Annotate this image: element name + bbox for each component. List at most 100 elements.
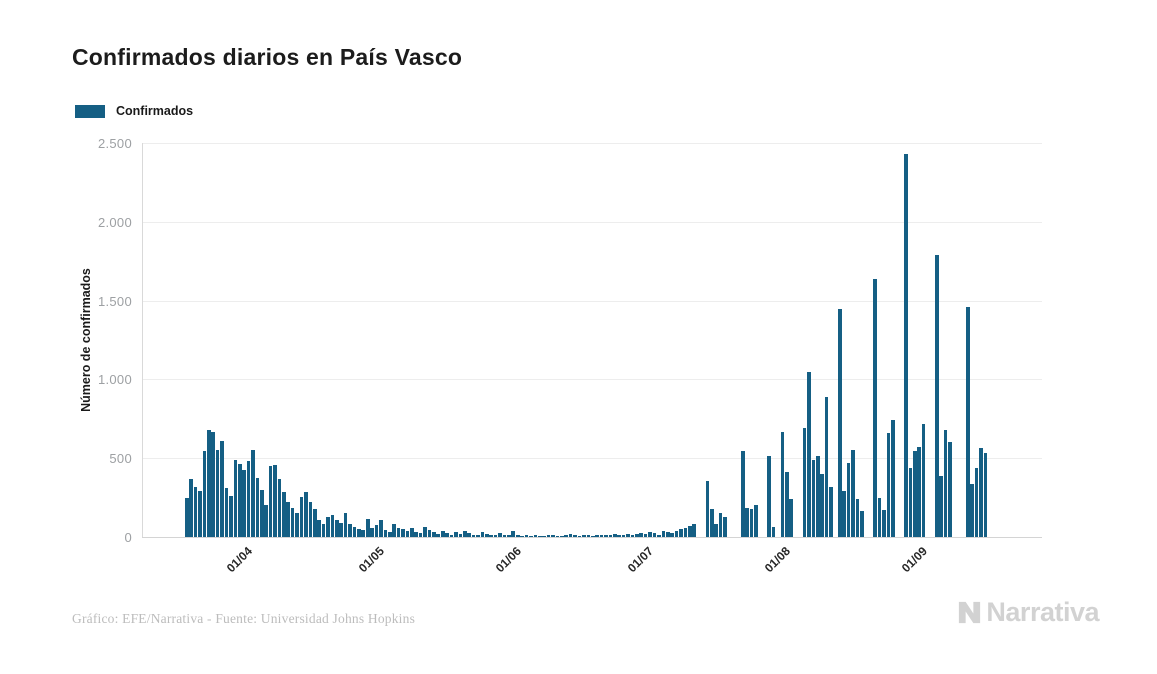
bar (485, 533, 489, 537)
bar (846, 462, 851, 537)
bar (604, 534, 608, 537)
bar (357, 529, 361, 537)
bar (449, 534, 454, 537)
bar (207, 429, 211, 537)
bar (608, 535, 613, 537)
bar (983, 452, 988, 537)
bar (224, 488, 229, 537)
bar (308, 501, 313, 537)
bar (370, 527, 374, 537)
bar (661, 531, 666, 537)
bar (507, 535, 511, 537)
bar (498, 533, 502, 537)
narrativa-logo-text: Narrativa (986, 597, 1099, 627)
bar (529, 536, 533, 537)
bar (683, 527, 688, 537)
gridline (142, 379, 1042, 381)
bar (401, 529, 405, 537)
bar (467, 533, 471, 537)
bar (321, 524, 326, 537)
bar (295, 512, 299, 537)
bar (851, 449, 855, 537)
bar (829, 486, 833, 537)
bar (599, 535, 604, 537)
bar (617, 534, 621, 537)
bar (273, 465, 277, 537)
bar (542, 536, 546, 537)
bar (383, 529, 388, 537)
bar (546, 535, 551, 537)
bar (674, 530, 679, 537)
bar (480, 532, 485, 537)
bar (339, 522, 344, 537)
bar (365, 518, 370, 537)
bar (921, 423, 926, 537)
bar (785, 472, 789, 537)
bar (211, 432, 216, 537)
bar (458, 533, 463, 537)
bar (842, 490, 846, 537)
bar (780, 432, 785, 537)
bar (454, 532, 458, 537)
bar (260, 489, 264, 537)
bar (740, 451, 745, 537)
y-axis-tick-label: 500 (109, 451, 132, 467)
bar (515, 534, 520, 537)
y-axis-tick-label: 1.500 (97, 293, 132, 309)
y-axis-tick-label: 0 (124, 530, 132, 545)
bar (564, 535, 569, 537)
x-axis-tick-label: 01/04 (223, 544, 255, 576)
x-axis-tick-label: 01/08 (761, 544, 793, 576)
legend-label: Confirmados (116, 104, 194, 118)
bar (595, 535, 599, 537)
bar (582, 534, 586, 537)
bar (520, 535, 524, 537)
bar (189, 479, 194, 537)
bar (652, 533, 657, 537)
bar (687, 525, 692, 537)
bar (427, 529, 432, 537)
bar (573, 535, 577, 537)
bar (820, 473, 824, 537)
bar (471, 534, 476, 537)
bar (612, 534, 617, 537)
bar (374, 525, 379, 537)
x-axis-tick-label: 01/06 (492, 544, 524, 576)
gridline (142, 143, 1042, 144)
bar (586, 535, 591, 537)
y-axis-tick-label: 2.500 (97, 136, 132, 151)
narrativa-logo: Narrativa (956, 597, 1099, 628)
bar (198, 490, 202, 537)
source-credit: Gráfico: EFE/Narrativa - Fuente: Univers… (72, 611, 416, 626)
bar (361, 529, 366, 537)
bar (917, 447, 922, 537)
bar (352, 526, 357, 537)
bar (904, 154, 908, 537)
bar (348, 523, 352, 537)
bar (502, 534, 507, 537)
bar (807, 371, 811, 537)
bar (233, 459, 238, 537)
bar (462, 531, 467, 537)
bar (718, 513, 723, 537)
bar (476, 535, 480, 537)
bar (185, 497, 189, 537)
bar (939, 476, 944, 537)
bar (290, 507, 295, 537)
bar (974, 467, 979, 537)
bar (387, 532, 392, 537)
bar (692, 523, 696, 537)
bar (343, 513, 348, 537)
bar (877, 498, 882, 537)
bar (970, 484, 974, 537)
bar (379, 520, 383, 537)
bar (493, 535, 498, 537)
bar (890, 420, 895, 537)
bar (432, 532, 436, 537)
legend: Confirmados (75, 104, 193, 118)
bar (489, 534, 494, 537)
bar (202, 451, 207, 537)
bar (405, 530, 410, 537)
bar (268, 466, 273, 537)
